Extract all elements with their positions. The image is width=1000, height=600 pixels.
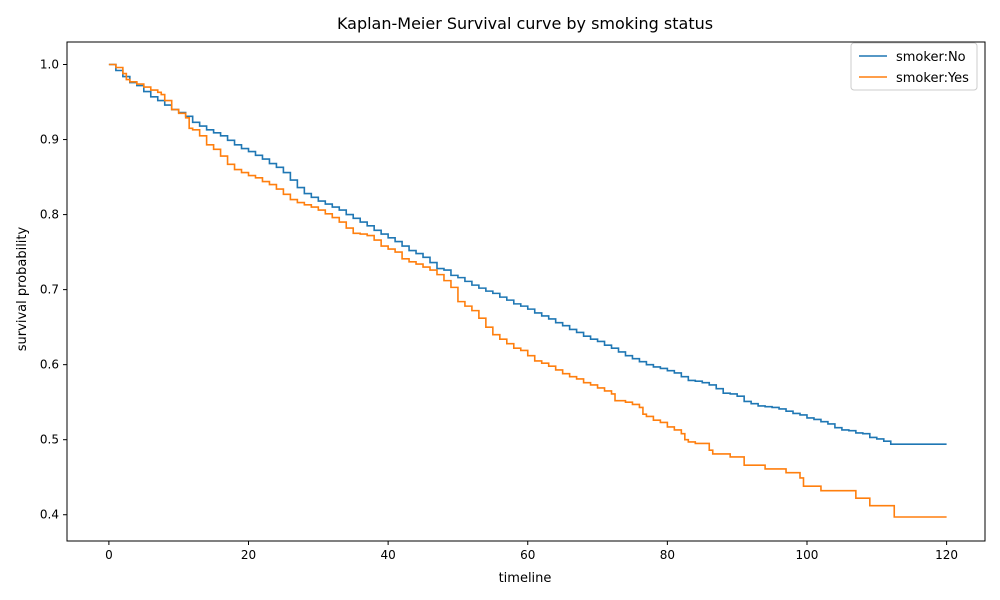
plot-area [66, 41, 986, 542]
y-tick-label: 1.0 [40, 58, 59, 72]
plot-frame [66, 41, 986, 542]
legend-label-smoker-yes: smoker:Yes [896, 71, 969, 86]
x-axis-label: timeline [499, 571, 552, 586]
x-tick-label: 80 [660, 548, 675, 562]
series-layer [108, 63, 947, 518]
survival-line-smoker-yes [108, 63, 947, 518]
y-tick-label: 0.8 [40, 208, 59, 222]
x-tick-label: 40 [380, 548, 395, 562]
legend: smoker:No smoker:Yes [850, 42, 978, 91]
x-tick-label: 20 [241, 548, 256, 562]
x-tick-label: 0 [105, 548, 113, 562]
y-tick-label: 0.5 [40, 433, 59, 447]
y-tick-label: 0.6 [40, 358, 59, 372]
y-tick-label: 0.4 [40, 508, 59, 522]
legend-box [850, 42, 978, 91]
y-axis-label: survival probability [15, 226, 30, 351]
x-tick-label: 120 [935, 548, 958, 562]
x-tick-label: 100 [796, 548, 819, 562]
x-axis: 0 20 40 60 80 100 120 [105, 541, 958, 562]
survival-line-smoker-no [108, 63, 947, 445]
y-axis: 0.4 0.5 0.6 0.7 0.8 0.9 1.0 [40, 58, 67, 522]
x-tick-label: 60 [520, 548, 535, 562]
y-tick-label: 0.7 [40, 283, 59, 297]
chart-title: Kaplan-Meier Survival curve by smoking s… [337, 14, 713, 33]
legend-label-smoker-no: smoker:No [896, 50, 966, 65]
y-tick-label: 0.9 [40, 133, 59, 147]
